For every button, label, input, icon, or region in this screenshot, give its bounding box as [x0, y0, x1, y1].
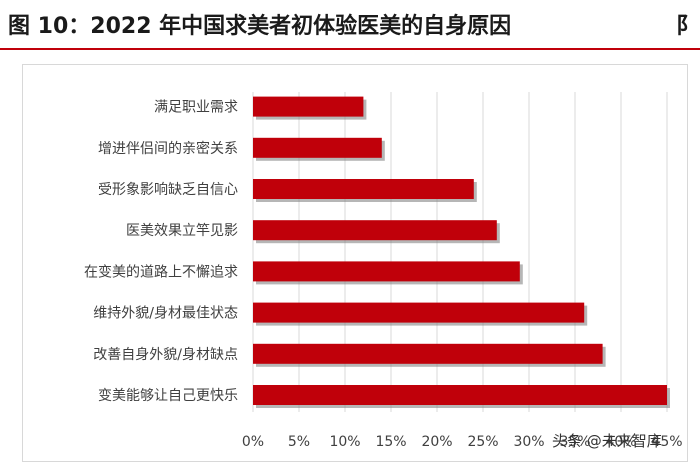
figure-title-edge: 阝: [675, 14, 698, 39]
bar: [253, 302, 585, 323]
x-tick-label: 20%: [421, 434, 452, 450]
category-label: 维持外貌/身材最佳状态: [93, 306, 238, 322]
category-label: 增进伴侣间的亲密关系: [98, 140, 238, 157]
category-label: 受形象影响缺乏自信心: [98, 182, 238, 198]
category-label: 满足职业需求: [154, 100, 238, 116]
category-label: 医美效果立竿见影: [126, 223, 238, 239]
bar: [253, 137, 382, 158]
x-tick-label: 15%: [375, 434, 406, 450]
x-tick-label: 40%: [605, 434, 636, 450]
category-label: 变美能够让自己更快乐: [98, 388, 238, 404]
bar: [253, 261, 520, 282]
x-tick-label: 25%: [467, 434, 498, 450]
x-tick-label: 45%: [651, 434, 682, 450]
x-tick-label: 35%: [559, 434, 590, 450]
x-tick-label: 0%: [242, 434, 264, 450]
bar: [253, 96, 364, 117]
category-label: 改善自身外貌/身材缺点: [93, 347, 238, 363]
category-label: 在变美的道路上不懈追求: [84, 263, 238, 280]
bar: [253, 179, 474, 199]
watermark: 头条 @未来智库: [552, 432, 662, 450]
x-tick-label: 5%: [288, 434, 310, 450]
x-tick-label: 30%: [513, 434, 544, 450]
chart-frame: [22, 64, 688, 462]
title-rule: [0, 48, 700, 50]
bar: [253, 385, 667, 405]
bar: [253, 220, 497, 241]
bar: [253, 343, 603, 364]
x-tick-label: 10%: [329, 434, 360, 450]
figure-title: 图 10：2022 年中国求美者初体验医美的自身原因: [8, 14, 512, 39]
